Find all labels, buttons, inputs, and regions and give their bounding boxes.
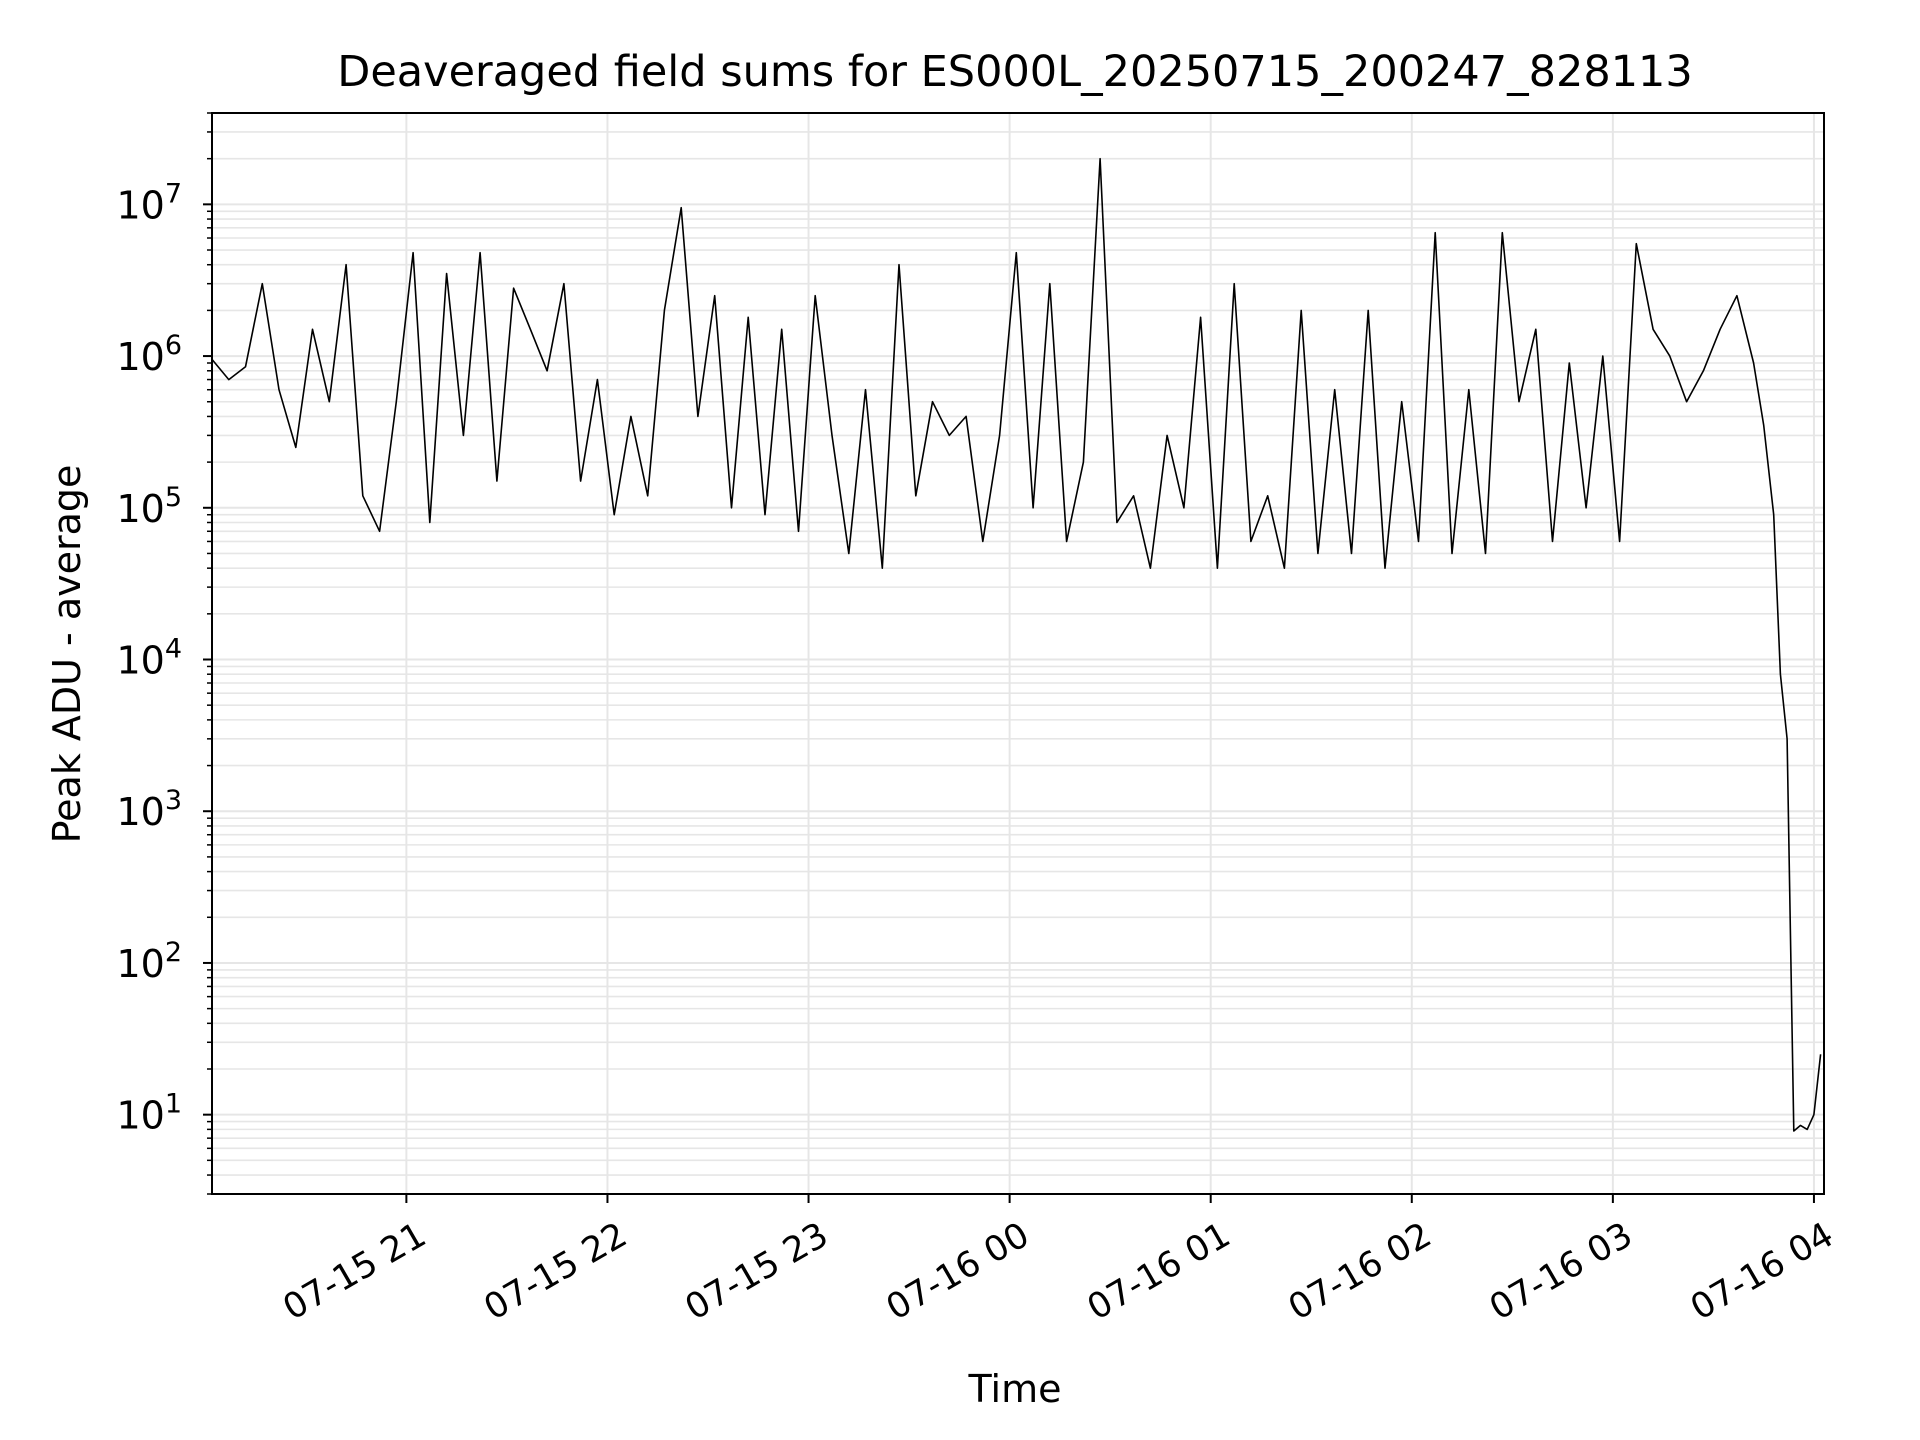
y-axis-label: Peak ADU - average	[45, 465, 89, 844]
y-tick-label: 102	[116, 937, 182, 986]
series-line	[211, 157, 1822, 1132]
grid-lines	[212, 112, 1824, 1195]
chart-title: Deaveraged field sums for ES000L_2025071…	[337, 47, 1693, 97]
y-tick-label: 105	[116, 482, 182, 531]
y-tick-label: 107	[116, 178, 182, 227]
plot-area-frame	[211, 112, 1825, 1195]
y-tick-label: 104	[116, 634, 182, 683]
y-tick-label: 103	[116, 785, 182, 834]
y-tick-label: 101	[116, 1089, 182, 1138]
y-tick-label: 106	[116, 330, 182, 379]
x-axis-label: Time	[968, 1367, 1062, 1411]
data-series	[211, 157, 1822, 1132]
